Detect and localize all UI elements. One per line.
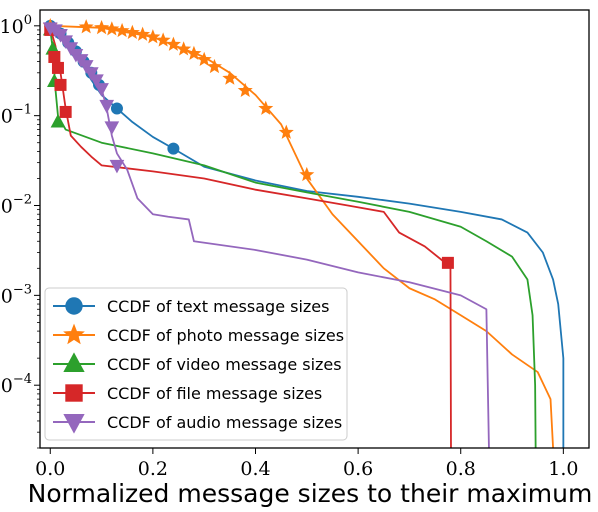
data-point-triangle-up xyxy=(50,113,66,128)
y-tick-base: 10 xyxy=(0,106,13,128)
data-point-star xyxy=(94,19,110,35)
data-point-square xyxy=(51,61,64,74)
data-point-star xyxy=(237,82,253,97)
data-point-star xyxy=(124,24,140,39)
y-axis: 10010−110−210−310−4 xyxy=(0,13,40,449)
y-tick-base: 10 xyxy=(0,285,13,307)
legend-entry: CCDF of video message sizes xyxy=(53,352,342,374)
x-axis-label: Normalized message sizes to their maximu… xyxy=(28,479,593,508)
data-point-triangle-down xyxy=(104,121,120,135)
legend: CCDF of text message sizes CCDF of photo … xyxy=(44,287,348,441)
data-point-square xyxy=(54,78,67,91)
y-tick-base: 10 xyxy=(0,196,13,218)
data-point-square xyxy=(48,50,61,63)
y-tick-label: 10−3 xyxy=(0,282,32,307)
legend-label: CCDF of photo message sizes xyxy=(107,326,344,345)
data-point-star xyxy=(222,70,238,85)
y-tick-label: 10−4 xyxy=(0,372,32,397)
data-point-star xyxy=(176,41,192,56)
data-point-square xyxy=(441,256,454,269)
legend-entry: CCDF of audio message sizes xyxy=(53,413,342,434)
data-point-star xyxy=(135,26,151,41)
marker-layer xyxy=(42,17,454,269)
data-point-triangle-down xyxy=(89,74,104,88)
data-point-star xyxy=(258,100,274,115)
data-point-circle xyxy=(167,142,180,155)
x-tick-label: 0.0 xyxy=(35,458,65,480)
y-tick-exponent: −4 xyxy=(13,372,32,387)
y-tick-exponent: −1 xyxy=(13,103,32,118)
data-point-square xyxy=(59,105,72,118)
x-tick-label: 1.0 xyxy=(548,458,578,480)
x-tick-label: 0.4 xyxy=(240,458,270,480)
data-point-star xyxy=(78,19,94,34)
data-point-star xyxy=(63,323,85,345)
y-tick-exponent: −3 xyxy=(13,282,32,297)
legend-entry: CCDF of text message sizes xyxy=(53,297,329,316)
data-point-triangle-up xyxy=(63,352,85,372)
legend-entry: CCDF of photo message sizes xyxy=(53,323,344,345)
y-tick-label: 10−1 xyxy=(0,103,32,128)
data-point-star xyxy=(104,21,120,36)
x-tick-label: 0.8 xyxy=(446,458,476,480)
data-point-star xyxy=(186,45,202,61)
data-point-star xyxy=(145,29,161,44)
plot-frame xyxy=(39,9,590,449)
x-tick-label: 0.6 xyxy=(343,458,373,480)
data-point-triangle-down xyxy=(78,60,94,74)
data-point-triangle-down xyxy=(99,99,115,114)
data-point-star xyxy=(278,124,294,139)
data-point-triangle-down xyxy=(63,414,85,434)
data-point-circle xyxy=(65,297,83,315)
x-axis: 0.0 0.2 0.4 0.6 0.8 1.0 xyxy=(35,448,578,480)
legend-entry: CCDF of file message sizes xyxy=(53,384,322,403)
legend-label: CCDF of video message sizes xyxy=(107,355,342,374)
data-point-star xyxy=(114,22,130,38)
y-tick-exponent: −2 xyxy=(13,193,32,208)
data-point-triangle-down xyxy=(94,83,109,97)
data-point-triangle-down xyxy=(83,67,99,81)
x-tick-label: 0.2 xyxy=(138,458,168,480)
data-point-triangle-down xyxy=(58,35,73,49)
legend-label: CCDF of audio message sizes xyxy=(107,413,342,432)
y-tick-label: 10−2 xyxy=(0,193,32,218)
y-tick-base: 10 xyxy=(0,375,13,397)
data-point-triangle-down xyxy=(63,42,79,56)
data-point-star xyxy=(165,36,181,51)
data-point-circle xyxy=(110,102,123,115)
data-point-star xyxy=(206,58,222,74)
data-point-star xyxy=(155,32,171,47)
legend-label: CCDF of file message sizes xyxy=(107,384,322,403)
y-tick-base: 10 xyxy=(0,16,24,38)
legend-box xyxy=(44,287,348,441)
data-point-square xyxy=(65,384,83,402)
data-point-star xyxy=(196,51,212,67)
data-point-star xyxy=(299,166,315,182)
y-tick-label: 100 xyxy=(0,13,32,38)
data-point-triangle-down xyxy=(109,159,125,174)
y-tick-exponent: 0 xyxy=(24,13,32,28)
legend-label: CCDF of text message sizes xyxy=(107,297,329,316)
